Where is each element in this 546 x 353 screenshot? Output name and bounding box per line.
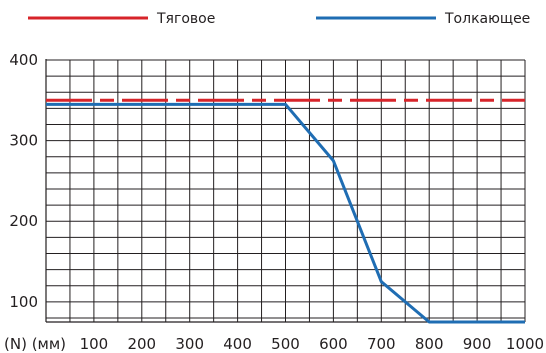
x-tick-label: 500 (271, 335, 300, 353)
y-tick-label: 400 (9, 51, 38, 69)
x-tick-label: 1000 (506, 335, 544, 353)
y-tick-label: 100 (9, 293, 38, 311)
x-tick-label: 800 (415, 335, 444, 353)
x-tick-label: 400 (223, 335, 252, 353)
y-tick-label: 200 (9, 212, 38, 230)
x-tick-label: 100 (80, 335, 109, 353)
x-tick-label: 600 (319, 335, 348, 353)
x-tick-label: 200 (127, 335, 156, 353)
x-tick-label: 700 (367, 335, 396, 353)
series-group (45, 98, 526, 324)
x-axis-unit-label: (N) (мм) (4, 335, 66, 353)
y-tick-label: 300 (9, 132, 38, 150)
legend-label: Тяговое (156, 11, 215, 27)
x-tick-label: 300 (175, 335, 204, 353)
tick-labels: 100 200 300 400 100 200 300 400 500 600 700 800 900 1… (4, 51, 544, 353)
series-line-2 (46, 102, 525, 324)
x-tick-label: 900 (463, 335, 492, 353)
legend-label: Толкающее (444, 11, 530, 27)
legend: Тяговое Толкающее (28, 11, 530, 27)
